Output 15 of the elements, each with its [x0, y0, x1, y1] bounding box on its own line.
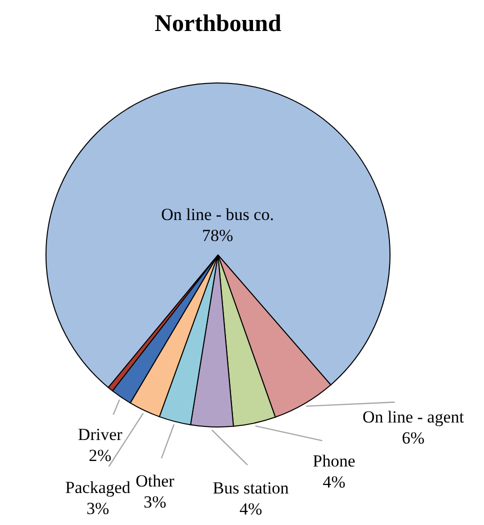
data-label: 78%: [202, 226, 234, 246]
chart-title: Northbound: [154, 11, 282, 37]
data-label: 4%: [322, 472, 346, 492]
slice-label: Driver: [78, 424, 123, 444]
slice-label: Packaged: [65, 478, 131, 497]
slice-label: Phone: [312, 452, 356, 471]
slice-label: On line - agent: [362, 408, 464, 426]
data-label: 2%: [88, 446, 112, 465]
data-label: 4%: [239, 500, 262, 519]
slice-label: On line - bus co.: [161, 205, 274, 224]
slice-label: Other: [136, 471, 175, 490]
data-label: 3%: [144, 492, 166, 512]
slice-label: Bus station: [212, 478, 290, 498]
data-label: 3%: [86, 498, 110, 518]
data-label: 6%: [402, 428, 425, 448]
